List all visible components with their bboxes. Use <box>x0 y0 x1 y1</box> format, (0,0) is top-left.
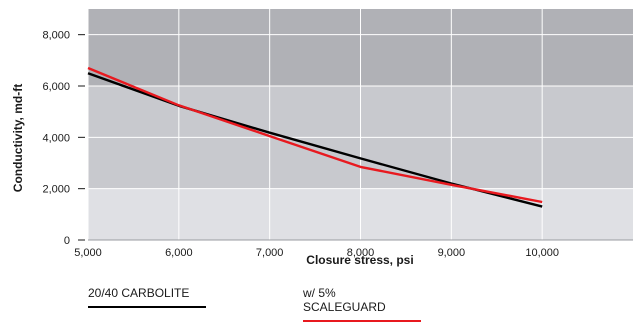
legend-swatch-scaleguard <box>303 320 421 322</box>
y-tick-labels: 0 2,000 4,000 6,000 8,000 <box>42 30 85 247</box>
series-line-1 <box>87 66 543 204</box>
y-tick-label: 6,000 <box>42 81 70 93</box>
legend-item-scaleguard: w/ 5% SCALEGUARD <box>303 286 421 322</box>
y-tick-label: 8,000 <box>42 30 70 42</box>
x-tick-label: 9,000 <box>438 247 466 259</box>
x-tick-label: 7,000 <box>256 247 284 259</box>
x-tick-labels: 5,000 6,000 7,000 8,000 9,000 10,000 <box>74 247 559 259</box>
y-tick-label: 0 <box>64 235 70 247</box>
x-tick-label: 8,000 <box>347 247 375 259</box>
gridlines <box>87 9 633 241</box>
series-lines <box>87 66 543 208</box>
y-tick-label: 4,000 <box>42 132 70 144</box>
legend-label-carbolite: 20/40 CARBOLITE <box>88 286 190 300</box>
legend-swatch-carbolite <box>88 306 206 308</box>
x-tick-label: 5,000 <box>74 247 102 259</box>
x-axis-title: Closure stress, psi <box>306 253 413 267</box>
legend-label-scaleguard: w/ 5% SCALEGUARD <box>303 286 386 314</box>
x-tick-label: 10,000 <box>525 247 559 259</box>
y-axis-title: Conductivity, md-ft <box>11 84 25 192</box>
x-tick-label: 6,000 <box>165 247 193 259</box>
y-tick-label: 2,000 <box>42 184 70 196</box>
legend-item-carbolite: 20/40 CARBOLITE <box>88 286 206 308</box>
